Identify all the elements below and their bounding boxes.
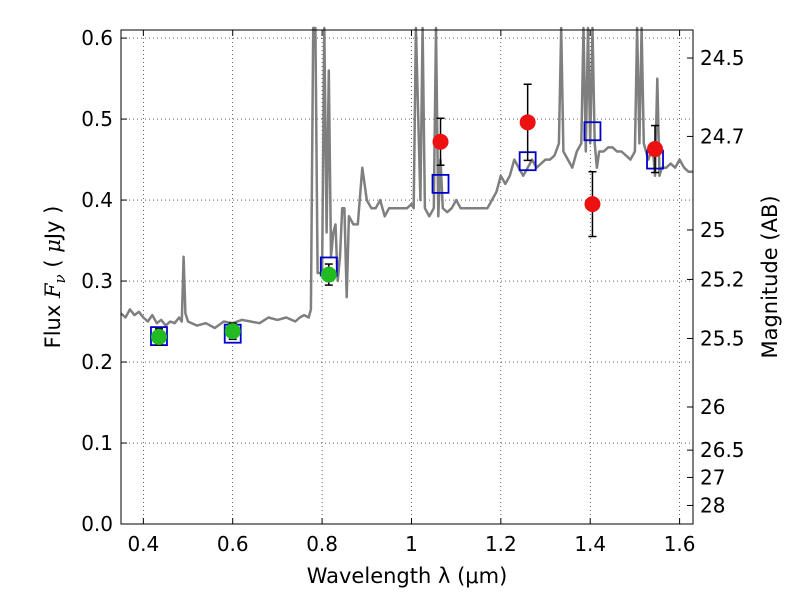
y-tick-label: 0.6 xyxy=(81,26,113,50)
right-axis-label: Magnitude (AB) xyxy=(758,195,782,358)
spectrum-line xyxy=(120,26,693,330)
y-axis-label: Flux Fν ( μJy ) xyxy=(41,206,69,349)
y-tick-label: 0.5 xyxy=(81,107,113,131)
x-tick-label: 0.4 xyxy=(127,532,159,556)
axes: 0.4 0.6 0.8 1 1.2 1.4 1.6 0.0 0.1 0.2 0.3 0.4 0.5 0.6… xyxy=(81,26,744,556)
x-tick-label: 1.2 xyxy=(485,532,517,556)
observed-point xyxy=(150,328,167,345)
y-tick-label: 0.1 xyxy=(81,431,113,455)
observed-point xyxy=(432,133,449,150)
x-tick-label: 1.4 xyxy=(574,532,606,556)
observed-point xyxy=(224,323,241,340)
model-photometry-marker xyxy=(431,173,450,194)
model-photometry-marker xyxy=(583,121,602,142)
plot-frame xyxy=(120,29,694,525)
right-tick-label: 24.7 xyxy=(700,124,745,148)
y-tick-label: 0.2 xyxy=(81,350,113,374)
right-tick-label: 26.5 xyxy=(700,438,745,462)
x-tick-label: 1.6 xyxy=(664,532,696,556)
right-tick-label: 26 xyxy=(700,395,725,419)
x-tick-label: 1 xyxy=(405,532,418,556)
observed-point xyxy=(519,114,536,131)
right-tick-label: 28 xyxy=(700,493,725,517)
right-tick-label: 25.5 xyxy=(700,326,745,350)
x-axis-label: Wavelength λ (μm) xyxy=(307,564,508,588)
y-tick-label: 0.0 xyxy=(81,512,113,536)
observed-point xyxy=(584,196,601,213)
right-tick-label: 25.2 xyxy=(700,267,745,291)
plot-area xyxy=(120,26,693,347)
x-tick-label: 0.6 xyxy=(217,532,249,556)
x-tick-label: 0.8 xyxy=(306,532,338,556)
observed-point xyxy=(320,266,337,283)
y-tick-label: 0.4 xyxy=(81,188,113,212)
right-tick-label: 24.5 xyxy=(700,46,745,70)
y-tick-label: 0.3 xyxy=(81,269,113,293)
right-tick-label: 27 xyxy=(700,465,725,489)
right-tick-label: 25 xyxy=(700,218,725,242)
observed-point xyxy=(647,141,664,158)
plot-background xyxy=(121,30,693,524)
